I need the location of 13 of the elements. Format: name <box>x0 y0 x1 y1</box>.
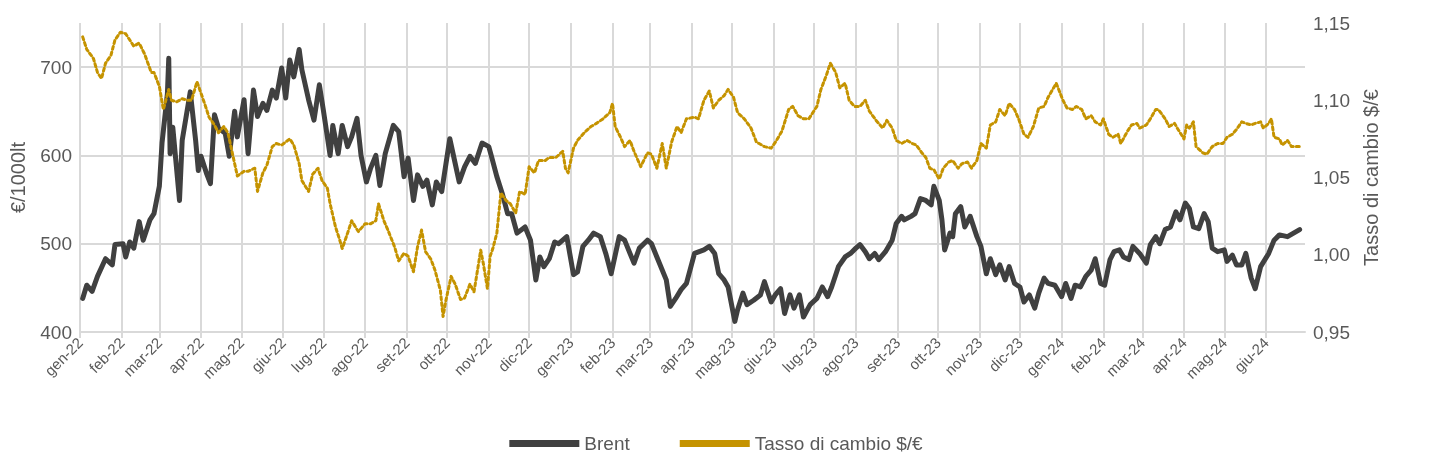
y-tick-label: 600 <box>40 144 72 166</box>
legend-label: Brent <box>584 433 631 454</box>
y-tick-label: 400 <box>40 321 72 343</box>
y2-tick-label: 1,00 <box>1313 244 1350 266</box>
y2-axis-title: Tasso di cambio $/€ <box>1359 89 1382 266</box>
y2-tick-label: 0,95 <box>1313 321 1350 343</box>
y2-tick-label: 1,10 <box>1313 89 1350 111</box>
y2-tick-label: 1,05 <box>1313 167 1350 188</box>
legend-label: Tasso di cambio $/€ <box>754 433 924 454</box>
y-tick-label: 700 <box>40 56 72 78</box>
y-tick-label: 500 <box>40 233 72 255</box>
y2-tick-label: 1,15 <box>1313 12 1350 34</box>
y-axis-title: €/1000lt <box>7 141 29 214</box>
